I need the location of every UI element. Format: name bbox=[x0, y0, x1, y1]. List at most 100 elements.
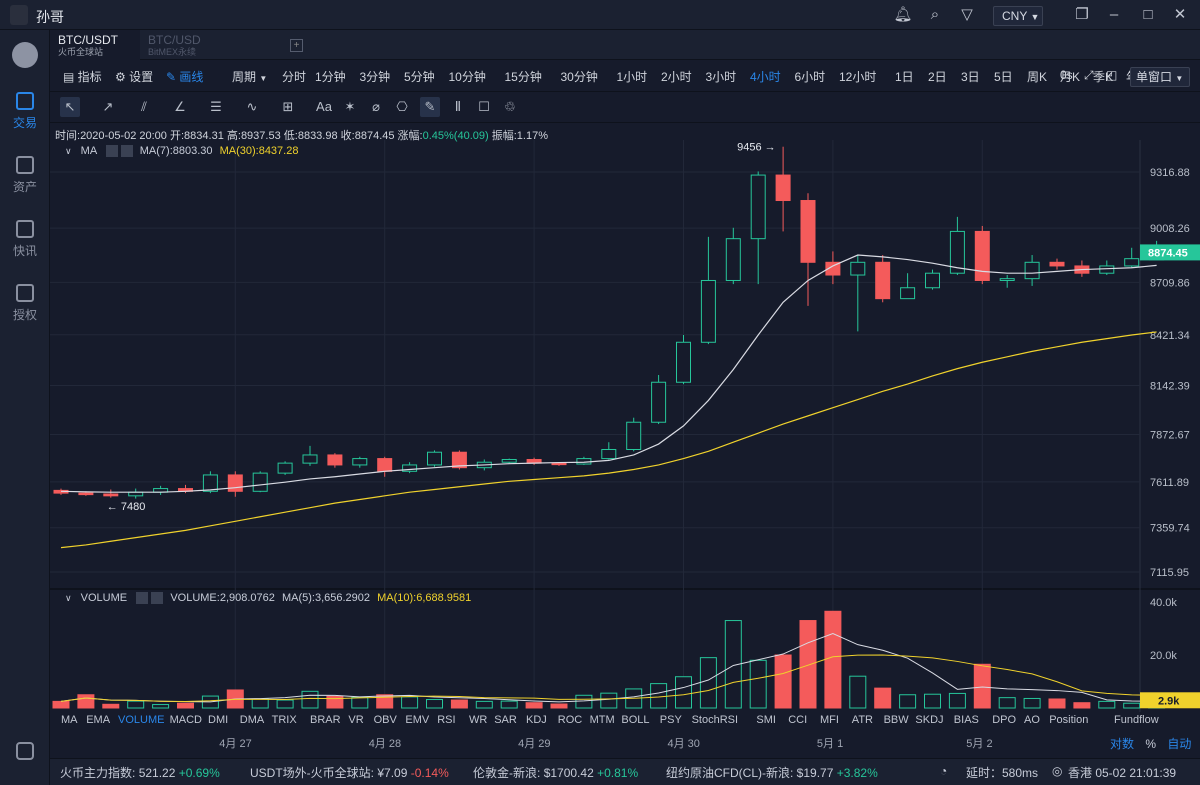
indicator-tab[interactable]: MTM bbox=[589, 714, 615, 726]
cursor-tool-icon[interactable]: ↖ bbox=[60, 97, 80, 117]
period-option[interactable]: 周K bbox=[1027, 70, 1048, 84]
period-option[interactable]: 5日 bbox=[994, 70, 1013, 84]
minimize-icon[interactable]: – bbox=[1109, 6, 1119, 23]
indicator-tab[interactable]: VR bbox=[348, 714, 364, 726]
ruler-tool-icon[interactable]: ⎔ bbox=[396, 99, 408, 114]
close-icon[interactable]: ✕ bbox=[1173, 6, 1187, 23]
pen-tool-icon[interactable]: ✎ bbox=[420, 97, 440, 117]
tab-btc-usdt[interactable]: BTC/USDT 火币全球站 bbox=[50, 30, 140, 60]
indicator-tab[interactable]: ROC bbox=[557, 714, 583, 726]
shirt-icon[interactable]: ▽ bbox=[961, 6, 973, 23]
period-option[interactable]: 1小时 bbox=[616, 70, 648, 84]
currency-select[interactable]: CNY ▼ bbox=[993, 6, 1043, 26]
indicator-tab[interactable]: PSY bbox=[659, 714, 682, 726]
period-option[interactable]: 10分钟 bbox=[448, 70, 486, 84]
indicator-tab[interactable]: ATR bbox=[851, 714, 873, 726]
ticker-usdt-otc[interactable]: USDT场外-火币全球站: ¥7.09 -0.14% bbox=[250, 764, 449, 781]
period-option[interactable]: 30分钟 bbox=[560, 70, 598, 84]
indicator-tab[interactable]: VOLUME bbox=[118, 714, 165, 726]
indicator-tab[interactable]: OBV bbox=[373, 714, 397, 726]
sidebar-item-auth[interactable]: 授权 bbox=[0, 280, 50, 336]
maximize-icon[interactable]: □ bbox=[1143, 6, 1153, 23]
indicator-tab[interactable]: BIAS bbox=[953, 714, 979, 726]
indicator-tab[interactable]: DMA bbox=[239, 714, 265, 726]
period-option[interactable]: 12小时 bbox=[839, 70, 877, 84]
indicator-tab[interactable]: CCI bbox=[788, 714, 808, 726]
indicator-button[interactable]: ▤ 指标 bbox=[63, 70, 102, 84]
popout-icon[interactable]: ❐ bbox=[1075, 6, 1089, 23]
legend-close-icon[interactable] bbox=[120, 145, 133, 158]
search-icon[interactable]: ⌕ bbox=[930, 6, 940, 23]
collapse-icon[interactable]: ∨ bbox=[65, 146, 72, 156]
sidebar-item-news[interactable]: 快讯 bbox=[0, 216, 50, 272]
wave-tool-icon[interactable]: ∿ bbox=[246, 99, 258, 114]
legend-settings-icon[interactable] bbox=[136, 592, 149, 605]
period-option[interactable]: 1日 bbox=[895, 70, 914, 84]
indicator-tab[interactable]: SKDJ bbox=[915, 714, 944, 726]
ticker-london-gold[interactable]: 伦敦金-新浪: $1700.42 +0.81% bbox=[473, 764, 638, 781]
period-option[interactable]: 6小时 bbox=[794, 70, 826, 84]
indicator-tab[interactable]: BRAR bbox=[310, 714, 341, 726]
indicator-tab[interactable]: MFI bbox=[820, 714, 839, 726]
bell-icon[interactable]: 🔔︎ bbox=[893, 6, 913, 23]
delete-tool-icon[interactable]: ♲ bbox=[504, 99, 516, 114]
period-option[interactable]: 3小时 bbox=[705, 70, 737, 84]
indicator-tab[interactable]: SMI bbox=[756, 714, 776, 726]
period-option[interactable]: 3日 bbox=[961, 70, 980, 84]
indicator-tab[interactable]: StochRSI bbox=[691, 714, 739, 726]
auto-scale-toggle[interactable]: 自动 bbox=[1167, 737, 1192, 751]
log-scale-toggle[interactable]: 对数 bbox=[1110, 737, 1135, 751]
indicator-tab[interactable]: TRIX bbox=[271, 714, 297, 726]
lock-tool-icon[interactable]: ☐ bbox=[478, 99, 490, 114]
user-avatar[interactable] bbox=[10, 5, 28, 25]
fullscreen-icon[interactable]: ⤢ bbox=[1084, 68, 1094, 82]
settings-button[interactable]: ⚙ 设置 bbox=[115, 70, 154, 84]
indicator-tab[interactable]: BBW bbox=[883, 714, 909, 726]
indicator-tab[interactable]: AO bbox=[1024, 714, 1040, 726]
magnet-tool-icon[interactable]: ⌀ bbox=[372, 99, 380, 114]
horizontal-lines-tool-icon[interactable]: ☰ bbox=[210, 99, 222, 114]
period-option[interactable]: 2日 bbox=[928, 70, 947, 84]
angle-tool-icon[interactable]: ∠ bbox=[174, 99, 186, 114]
legend-close-icon[interactable] bbox=[151, 592, 164, 605]
legend-settings-icon[interactable] bbox=[105, 145, 118, 158]
pattern-tool-icon[interactable]: ✶ bbox=[344, 99, 356, 114]
period-option[interactable]: 月K bbox=[1060, 70, 1081, 84]
screenshot-icon[interactable]: ◰ bbox=[1106, 68, 1118, 82]
indicator-tab[interactable]: RSI bbox=[437, 714, 456, 726]
indicator-tab[interactable]: DMI bbox=[208, 714, 229, 726]
indicator-tab[interactable]: EMV bbox=[405, 714, 430, 726]
trendline-tool-icon[interactable]: ↗ bbox=[102, 99, 114, 114]
sidebar-item-assets[interactable]: 资产 bbox=[0, 152, 50, 208]
indicator-tab[interactable]: KDJ bbox=[526, 714, 547, 726]
indicator-tab[interactable]: MACD bbox=[169, 714, 202, 726]
period-option[interactable]: 1分钟 bbox=[315, 70, 346, 84]
text-tool-icon[interactable]: Aa bbox=[316, 99, 332, 114]
period-option[interactable]: 5分钟 bbox=[404, 70, 435, 84]
indicator-tab[interactable]: MA bbox=[61, 714, 78, 726]
parallel-lines-tool-icon[interactable]: ⫽ bbox=[141, 99, 147, 114]
indicator-tab[interactable]: Fundflow bbox=[1114, 714, 1159, 726]
draw-button[interactable]: ✎ 画线 bbox=[166, 70, 204, 84]
period-option[interactable]: 季K bbox=[1093, 70, 1114, 84]
period-dropdown[interactable]: 周期 ▼ bbox=[232, 68, 267, 85]
period-option[interactable]: 4小时 bbox=[750, 70, 781, 84]
ticker-crude-oil[interactable]: 纽约原油CFD(CL)-新浪: $19.77 +3.82% bbox=[666, 764, 878, 781]
indicator-tab[interactable]: DPO bbox=[992, 714, 1017, 726]
percent-scale-toggle[interactable]: % bbox=[1145, 737, 1157, 751]
period-option[interactable]: 3分钟 bbox=[359, 70, 391, 84]
grid-tool-icon[interactable]: ⊞ bbox=[282, 99, 294, 114]
tab-btc-usd[interactable]: BTC/USD BitMEX永续 bbox=[140, 30, 230, 60]
indicator-tab[interactable]: WR bbox=[469, 714, 488, 726]
period-option[interactable]: 15分钟 bbox=[504, 70, 542, 84]
indicator-tab[interactable]: Position bbox=[1049, 714, 1089, 726]
collapse-icon[interactable]: ∨ bbox=[65, 593, 72, 603]
candlestick-chart[interactable]: 9316.88 9008.26 8709.86 8421.34 8142.39 7872.… bbox=[50, 140, 1200, 712]
indicator-tab[interactable]: EMA bbox=[86, 714, 111, 726]
indicator-tab[interactable]: BOLL bbox=[621, 714, 650, 726]
indicator-tab[interactable]: SAR bbox=[494, 714, 517, 726]
settings-gear-icon[interactable] bbox=[16, 742, 34, 760]
period-option[interactable]: 2小时 bbox=[661, 70, 692, 84]
candle-tool-icon[interactable]: Ⅱ bbox=[454, 99, 462, 114]
window-mode-select[interactable]: 单窗口 ▼ bbox=[1130, 67, 1190, 87]
